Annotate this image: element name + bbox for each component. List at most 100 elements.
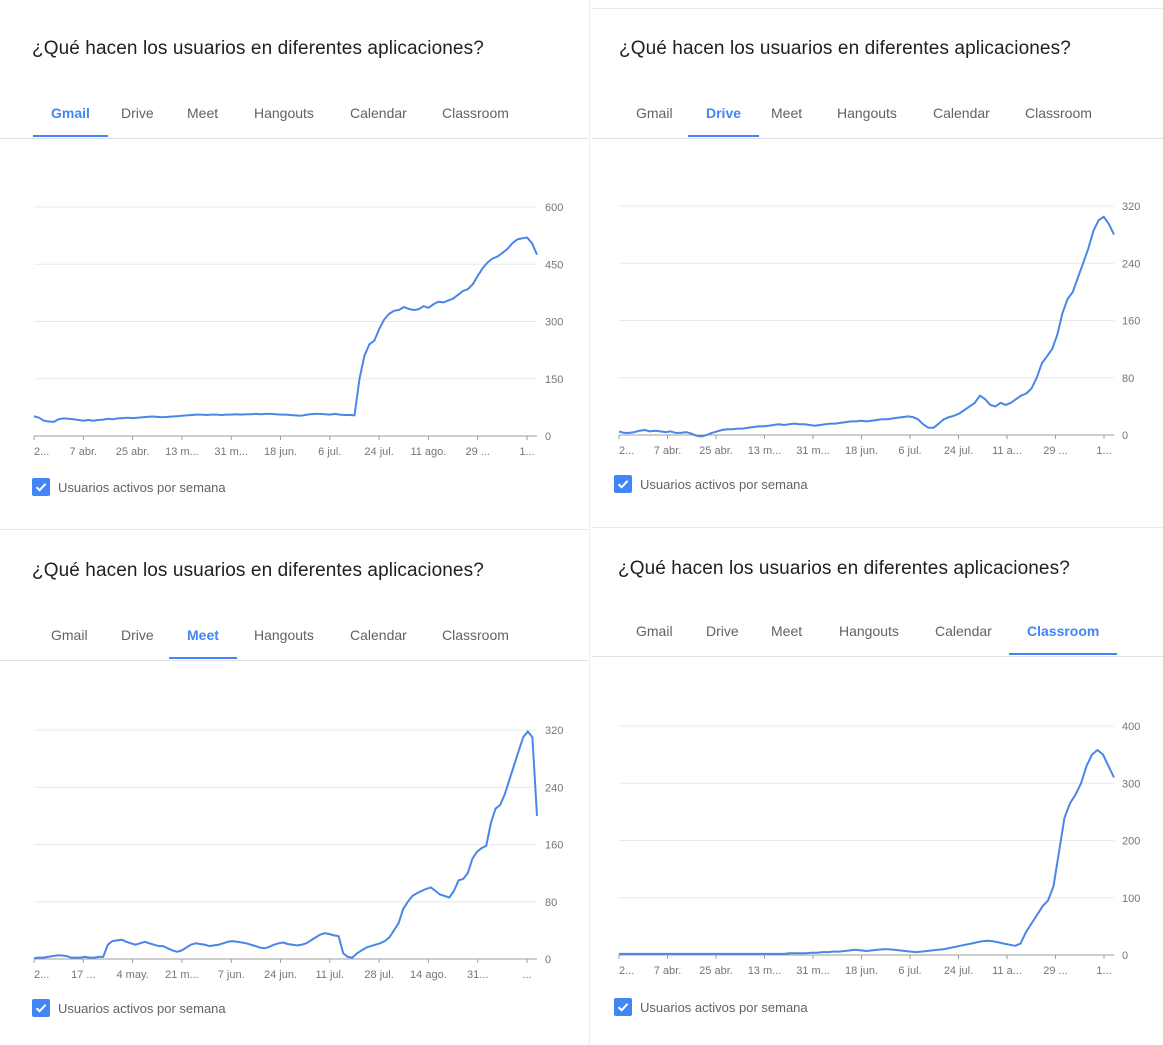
legend-checkbox[interactable] (32, 478, 50, 496)
x-tick-label: 2... (619, 965, 634, 977)
legend-checkbox[interactable] (614, 475, 632, 493)
tab-gmail[interactable]: Gmail (636, 623, 673, 639)
x-tick-label: 2... (619, 445, 634, 457)
line-chart: 0 100 200 300 400 2... 7 abr. 25 abr. 13 m... 31 … (618, 721, 1140, 977)
y-tick-label: 0 (1122, 430, 1128, 442)
legend: Usuarios activos por semana (614, 996, 808, 1018)
legend-checkbox[interactable] (32, 999, 50, 1017)
app-tabs: Gmail Drive Meet Hangouts Calendar Class… (0, 614, 588, 661)
tab-classroom[interactable]: Classroom (1025, 105, 1092, 121)
x-tick-label: 31 m... (214, 446, 248, 458)
x-tick-label: 24 jul. (944, 445, 973, 457)
tab-classroom[interactable]: Classroom (1008, 610, 1118, 655)
check-icon (617, 480, 629, 489)
y-tick-label: 240 (1122, 258, 1140, 270)
x-tick-label: ... (522, 969, 531, 981)
app-tabs: Gmail Drive Meet Hangouts Calendar Class… (592, 610, 1163, 657)
x-tick-label: 29 ... (465, 446, 489, 458)
y-tick-label: 240 (545, 782, 563, 794)
chart-card-classroom: ¿Qué hacen los usuarios en diferentes ap… (592, 528, 1163, 1045)
y-tick-label: 0 (545, 954, 551, 966)
panel-title: ¿Qué hacen los usuarios en diferentes ap… (618, 558, 1070, 579)
x-tick-label: 21 m... (165, 969, 199, 981)
tab-meet[interactable]: Meet (771, 623, 803, 639)
x-tick-label: 11 ago. (410, 446, 446, 458)
tab-hangouts[interactable]: Hangouts (254, 105, 314, 121)
y-tick-label: 160 (545, 840, 563, 852)
legend-checkbox[interactable] (614, 998, 632, 1016)
panel-title: ¿Qué hacen los usuarios en diferentes ap… (32, 560, 484, 581)
panel-divider (592, 8, 1163, 9)
y-tick-label: 600 (545, 202, 563, 214)
tab-hangouts[interactable]: Hangouts (837, 105, 897, 121)
x-tick-label: 14 ago. (410, 969, 447, 981)
x-tick-label: 13 m... (748, 965, 782, 977)
legend-label: Usuarios activos por semana (58, 1000, 226, 1016)
tab-hangouts[interactable]: Hangouts (839, 623, 899, 639)
tab-drive[interactable]: Drive (121, 627, 154, 643)
check-icon (35, 483, 47, 492)
x-tick-label: 24 jul. (364, 446, 393, 458)
x-tick-label: 17 ... (71, 969, 95, 981)
y-tick-label: 400 (1122, 721, 1140, 733)
chart-card-gmail: ¿Qué hacen los usuarios en diferentes ap… (0, 0, 588, 528)
x-tick-label: 4 may. (116, 969, 148, 981)
tab-calendar[interactable]: Calendar (350, 627, 407, 643)
tab-hangouts[interactable]: Hangouts (254, 627, 314, 643)
x-tick-label: 24 jun. (264, 969, 297, 981)
legend: Usuarios activos por semana (32, 476, 226, 498)
x-tick-label: 31 m... (796, 445, 830, 457)
tab-meet[interactable]: Meet (169, 614, 237, 659)
chart-card-drive: ¿Qué hacen los usuarios en diferentes ap… (592, 10, 1163, 526)
x-tick-label: 1... (519, 446, 534, 458)
tab-classroom[interactable]: Classroom (442, 105, 509, 121)
y-tick-label: 150 (545, 374, 563, 386)
series-line (618, 215, 1115, 438)
y-tick-label: 0 (1122, 950, 1128, 962)
tab-meet[interactable]: Meet (771, 105, 803, 121)
x-tick-label: 31 m... (796, 965, 830, 977)
tab-calendar[interactable]: Calendar (350, 105, 407, 121)
series-line (33, 730, 538, 960)
x-tick-label: 7 jun. (218, 969, 245, 981)
legend-label: Usuarios activos por semana (640, 476, 808, 492)
legend: Usuarios activos por semana (32, 997, 226, 1019)
y-tick-label: 450 (545, 259, 563, 271)
x-tick-label: 13 m... (748, 445, 782, 457)
x-tick-label: 7 abr. (654, 965, 682, 977)
y-tick-label: 80 (1122, 373, 1134, 385)
x-tick-label: 25 abr. (699, 965, 733, 977)
chart-card-meet: ¿Qué hacen los usuarios en diferentes ap… (0, 530, 588, 1045)
x-tick-label: 25 abr. (116, 446, 150, 458)
legend-label: Usuarios activos por semana (58, 479, 226, 495)
tab-gmail[interactable]: Gmail (33, 92, 108, 137)
y-tick-label: 160 (1122, 316, 1140, 328)
tab-meet[interactable]: Meet (187, 105, 219, 121)
y-tick-label: 200 (1122, 836, 1140, 848)
tab-calendar[interactable]: Calendar (935, 623, 992, 639)
y-tick-label: 100 (1122, 893, 1140, 905)
x-tick-label: 31... (467, 969, 488, 981)
x-tick-label: 2... (34, 969, 49, 981)
app-tabs: Gmail Drive Meet Hangouts Calendar Class… (592, 92, 1163, 139)
tab-gmail[interactable]: Gmail (636, 105, 673, 121)
tab-calendar[interactable]: Calendar (933, 105, 990, 121)
x-tick-label: 18 jun. (845, 445, 878, 457)
check-icon (617, 1003, 629, 1012)
x-tick-label: 13 m... (165, 446, 199, 458)
y-tick-label: 80 (545, 897, 557, 909)
x-tick-label: 7 abr. (70, 446, 98, 458)
x-tick-label: 11 a... (992, 445, 1022, 457)
tab-classroom[interactable]: Classroom (442, 627, 509, 643)
tab-gmail[interactable]: Gmail (51, 627, 88, 643)
panel-divider (589, 0, 590, 1045)
tab-drive[interactable]: Drive (121, 105, 154, 121)
tab-drive[interactable]: Drive (706, 623, 739, 639)
x-tick-label: 2... (34, 446, 49, 458)
panel-title: ¿Qué hacen los usuarios en diferentes ap… (32, 38, 484, 59)
y-tick-label: 300 (545, 317, 563, 329)
line-chart: 0 80 160 240 320 2... 17 ... 4 may. 21 m... 7 jun… (33, 725, 563, 981)
tab-drive[interactable]: Drive (687, 92, 760, 137)
x-tick-label: 1... (1096, 965, 1111, 977)
panel-divider (0, 529, 588, 530)
